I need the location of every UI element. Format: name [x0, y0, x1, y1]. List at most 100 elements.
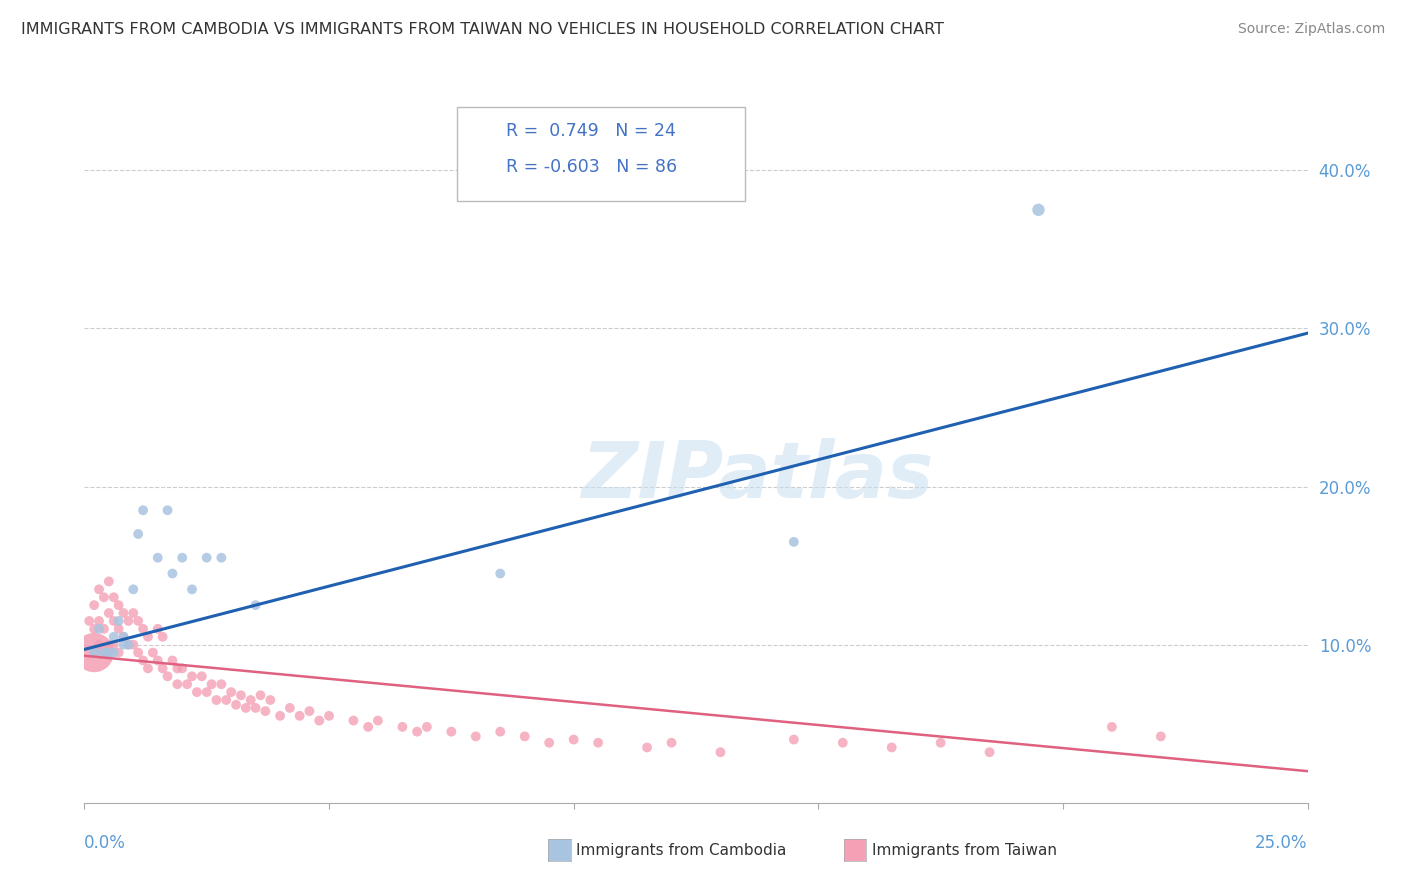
- Point: [831, 736, 853, 750]
- Point: [87, 582, 110, 597]
- Point: [87, 614, 110, 628]
- Point: [209, 677, 232, 691]
- Point: [83, 598, 105, 612]
- Point: [489, 724, 512, 739]
- Point: [112, 606, 135, 620]
- Point: [308, 714, 330, 728]
- Point: [97, 646, 120, 660]
- Point: [880, 740, 903, 755]
- Point: [103, 630, 125, 644]
- Point: [195, 550, 218, 565]
- Point: [93, 591, 115, 605]
- Point: [367, 714, 389, 728]
- Point: [783, 732, 806, 747]
- Point: [1101, 720, 1123, 734]
- Point: [709, 745, 731, 759]
- Point: [117, 638, 139, 652]
- Point: [112, 630, 135, 644]
- Point: [97, 574, 120, 589]
- Point: [278, 701, 301, 715]
- Point: [1028, 202, 1050, 217]
- Point: [209, 550, 232, 565]
- Point: [259, 693, 281, 707]
- Point: [636, 740, 658, 755]
- Point: [112, 630, 135, 644]
- Point: [464, 730, 486, 744]
- Point: [288, 708, 311, 723]
- Point: [205, 693, 228, 707]
- Text: Source: ZipAtlas.com: Source: ZipAtlas.com: [1237, 22, 1385, 37]
- Point: [342, 714, 364, 728]
- Point: [122, 638, 145, 652]
- Point: [562, 732, 585, 747]
- Point: [103, 591, 125, 605]
- Point: [103, 638, 125, 652]
- Point: [83, 646, 105, 660]
- Point: [357, 720, 380, 734]
- Point: [318, 708, 340, 723]
- Point: [586, 736, 609, 750]
- Point: [117, 638, 139, 652]
- Point: [103, 614, 125, 628]
- Point: [93, 622, 115, 636]
- Point: [406, 724, 429, 739]
- Point: [97, 638, 120, 652]
- Point: [132, 653, 155, 667]
- Point: [132, 622, 155, 636]
- Point: [166, 677, 188, 691]
- Text: Immigrants from Taiwan: Immigrants from Taiwan: [872, 843, 1057, 857]
- Point: [127, 614, 149, 628]
- Point: [1150, 730, 1173, 744]
- Point: [391, 720, 413, 734]
- Point: [225, 698, 247, 712]
- Point: [97, 606, 120, 620]
- Point: [83, 622, 105, 636]
- Point: [416, 720, 439, 734]
- Point: [152, 630, 174, 644]
- Point: [513, 730, 536, 744]
- Text: R =  0.749   N = 24: R = 0.749 N = 24: [506, 122, 676, 140]
- Point: [172, 550, 194, 565]
- Point: [162, 566, 184, 581]
- Point: [127, 646, 149, 660]
- Point: [122, 582, 145, 597]
- Point: [254, 704, 277, 718]
- Point: [249, 688, 271, 702]
- Point: [132, 503, 155, 517]
- Text: R = -0.603   N = 86: R = -0.603 N = 86: [506, 158, 678, 176]
- Point: [195, 685, 218, 699]
- Point: [235, 701, 257, 715]
- Point: [979, 745, 1001, 759]
- Point: [166, 661, 188, 675]
- Text: 0.0%: 0.0%: [84, 834, 127, 852]
- Point: [219, 685, 242, 699]
- Point: [83, 646, 105, 660]
- Point: [245, 701, 267, 715]
- Point: [107, 598, 129, 612]
- Point: [112, 638, 135, 652]
- Point: [162, 653, 184, 667]
- Point: [783, 534, 806, 549]
- Point: [298, 704, 321, 718]
- Point: [117, 614, 139, 628]
- Point: [107, 614, 129, 628]
- Text: ZIPatlas: ZIPatlas: [581, 438, 934, 514]
- Point: [93, 646, 115, 660]
- Point: [146, 550, 169, 565]
- Point: [181, 582, 204, 597]
- Point: [538, 736, 561, 750]
- Point: [245, 598, 267, 612]
- Point: [186, 685, 208, 699]
- Point: [489, 566, 512, 581]
- Point: [87, 638, 110, 652]
- Point: [107, 646, 129, 660]
- Text: 25.0%: 25.0%: [1256, 834, 1308, 852]
- Point: [77, 614, 100, 628]
- Point: [200, 677, 222, 691]
- Point: [239, 693, 262, 707]
- Point: [661, 736, 683, 750]
- Point: [176, 677, 198, 691]
- Point: [156, 503, 179, 517]
- Point: [142, 646, 165, 660]
- Point: [440, 724, 463, 739]
